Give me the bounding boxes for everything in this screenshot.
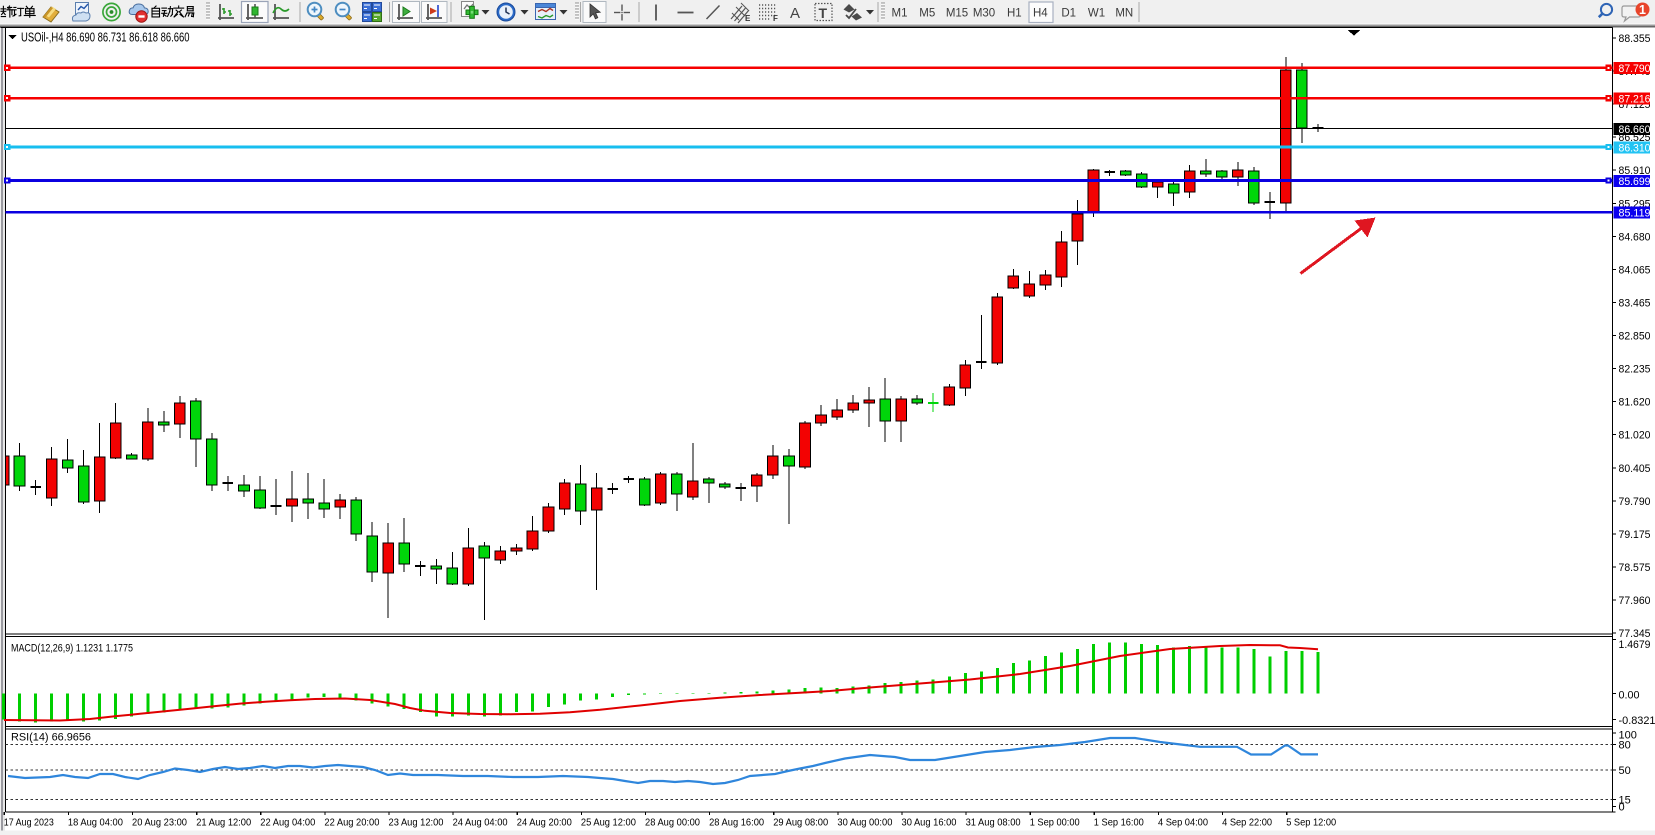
- svg-text:84.680: 84.680: [1619, 231, 1651, 243]
- svg-text:15: 15: [1619, 795, 1631, 807]
- svg-text:81.620: 81.620: [1619, 397, 1651, 409]
- svg-text:-0.8321: -0.8321: [1619, 715, 1655, 727]
- svg-text:88.355: 88.355: [1619, 33, 1651, 45]
- svg-text:81.020: 81.020: [1619, 430, 1651, 442]
- svg-text:1.4679: 1.4679: [1619, 639, 1651, 651]
- svg-text:87.216: 87.216: [1619, 94, 1651, 106]
- svg-text:100: 100: [1619, 729, 1637, 741]
- svg-text:85.910: 85.910: [1619, 165, 1651, 177]
- svg-text:MACD(12,26,9) 1.1231 1.1775: MACD(12,26,9) 1.1231 1.1775: [11, 643, 133, 655]
- svg-text:21 Aug 12:00: 21 Aug 12:00: [196, 817, 251, 829]
- svg-text:W1: W1: [1088, 8, 1105, 20]
- svg-text:RSI(14) 66.9656: RSI(14) 66.9656: [11, 732, 91, 744]
- svg-text:A: A: [790, 5, 800, 22]
- svg-text:M30: M30: [973, 8, 995, 20]
- svg-text:20 Aug 23:00: 20 Aug 23:00: [132, 817, 187, 829]
- svg-text:30 Aug 16:00: 30 Aug 16:00: [902, 817, 957, 829]
- svg-text:22 Aug 04:00: 22 Aug 04:00: [260, 817, 315, 829]
- svg-text:77.345: 77.345: [1619, 628, 1651, 640]
- svg-text:86.525: 86.525: [1619, 132, 1651, 144]
- svg-text:F: F: [773, 14, 778, 23]
- svg-text:25 Aug 12:00: 25 Aug 12:00: [581, 817, 636, 829]
- svg-text:5 Sep 12:00: 5 Sep 12:00: [1286, 817, 1336, 829]
- svg-text:4 Sep 04:00: 4 Sep 04:00: [1158, 817, 1208, 829]
- svg-text:USOil-,H4 86.690 86.731 86.61: USOil-,H4 86.690 86.731 86.618 86.660: [21, 31, 190, 45]
- svg-text:85.119: 85.119: [1619, 208, 1651, 220]
- svg-text:24 Aug 20:00: 24 Aug 20:00: [517, 817, 572, 829]
- svg-text:M1: M1: [892, 8, 908, 20]
- svg-text:17 Aug 2023: 17 Aug 2023: [4, 817, 54, 829]
- svg-text:28 Aug 00:00: 28 Aug 00:00: [645, 817, 700, 829]
- svg-text:28 Aug 16:00: 28 Aug 16:00: [709, 817, 764, 829]
- svg-text:0: 0: [1619, 801, 1625, 813]
- svg-text:50: 50: [1619, 765, 1631, 777]
- svg-text:79.175: 79.175: [1619, 529, 1651, 541]
- svg-text:E: E: [745, 14, 751, 23]
- svg-text:29 Aug 08:00: 29 Aug 08:00: [773, 817, 828, 829]
- svg-text:86.660: 86.660: [1619, 124, 1651, 136]
- svg-text:80: 80: [1619, 740, 1631, 752]
- svg-text:M15: M15: [946, 8, 968, 20]
- svg-text:23 Aug 12:00: 23 Aug 12:00: [389, 817, 444, 829]
- svg-text:18 Aug 04:00: 18 Aug 04:00: [68, 817, 123, 829]
- svg-text:82.235: 82.235: [1619, 364, 1651, 376]
- svg-text:24 Aug 04:00: 24 Aug 04:00: [453, 817, 508, 829]
- svg-text:D1: D1: [1061, 8, 1076, 20]
- svg-text:MN: MN: [1115, 8, 1133, 20]
- svg-text:M5: M5: [919, 8, 935, 20]
- svg-text:1 Sep 00:00: 1 Sep 00:00: [1030, 817, 1080, 829]
- svg-text:0.00: 0.00: [1619, 689, 1640, 701]
- svg-text:78.575: 78.575: [1619, 562, 1651, 574]
- svg-text:1 Sep 16:00: 1 Sep 16:00: [1094, 817, 1144, 829]
- svg-text:H1: H1: [1007, 8, 1022, 20]
- svg-text:77.960: 77.960: [1619, 595, 1651, 607]
- svg-text:31 Aug 08:00: 31 Aug 08:00: [966, 817, 1021, 829]
- svg-text:H4: H4: [1033, 8, 1048, 20]
- svg-text:22 Aug 20:00: 22 Aug 20:00: [324, 817, 379, 829]
- svg-text:1: 1: [1639, 3, 1646, 17]
- svg-text:85.699: 85.699: [1619, 176, 1651, 188]
- svg-text:82.850: 82.850: [1619, 331, 1651, 343]
- svg-text:T: T: [819, 5, 828, 21]
- svg-text:30 Aug 00:00: 30 Aug 00:00: [837, 817, 892, 829]
- svg-text:84.065: 84.065: [1619, 264, 1651, 276]
- svg-text:80.405: 80.405: [1619, 463, 1651, 475]
- svg-text:86.310: 86.310: [1619, 143, 1651, 155]
- svg-text:83.465: 83.465: [1619, 298, 1651, 310]
- svg-text:79.790: 79.790: [1619, 496, 1651, 508]
- svg-text:87.790: 87.790: [1619, 63, 1651, 75]
- svg-text:4 Sep 22:00: 4 Sep 22:00: [1222, 817, 1272, 829]
